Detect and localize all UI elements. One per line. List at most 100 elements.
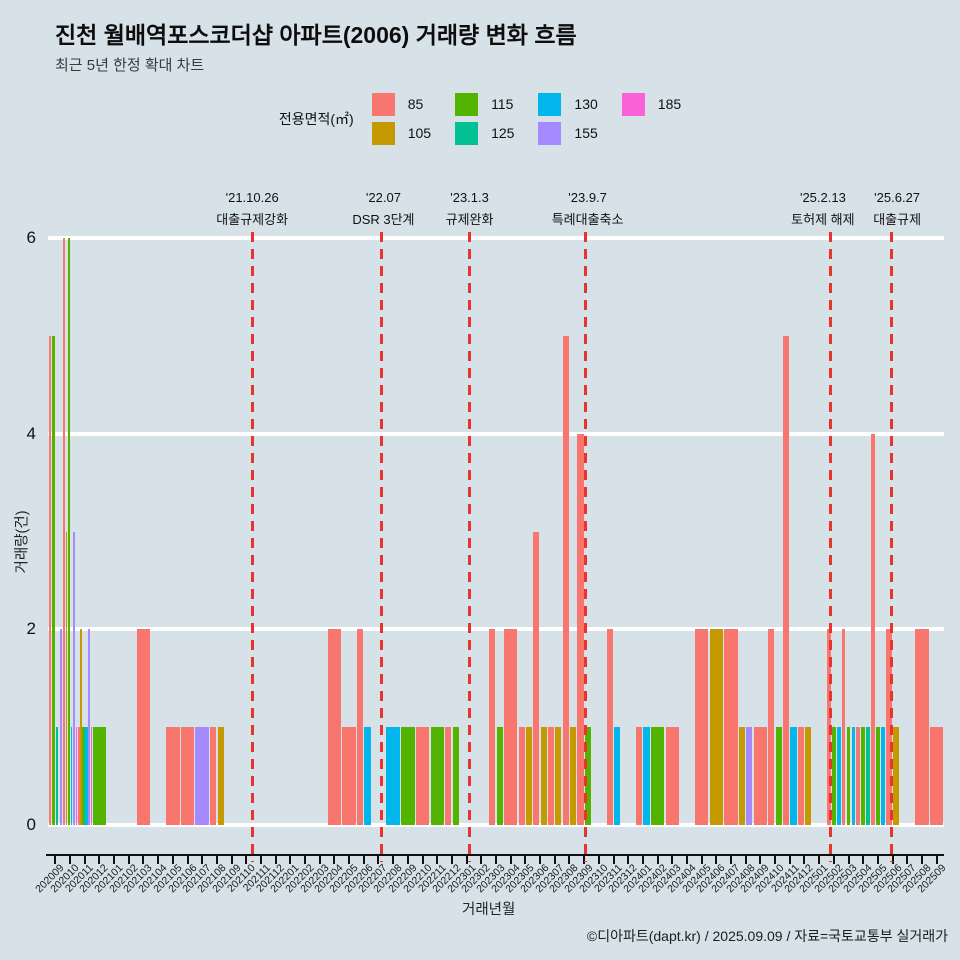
x-axis-tick: [480, 856, 483, 864]
page-subtitle: 최근 5년 한정 확대 차트: [55, 57, 205, 74]
legend-label: 115: [491, 96, 514, 112]
x-axis-title: 거래년월: [462, 902, 516, 918]
legend-column: 85 105: [371, 92, 432, 145]
bar-202505-130: [880, 727, 885, 825]
x-axis-tick: [245, 856, 248, 864]
bar-202305-105: [525, 727, 533, 825]
bar-202108-105: [217, 727, 224, 825]
bar-202306-85: [533, 531, 540, 825]
bar-202309-85: [577, 433, 584, 825]
event-name-label: 대출규제강화: [216, 212, 289, 227]
bar-202505-85: [871, 433, 875, 825]
x-axis-tick: [803, 856, 806, 864]
bar-202205-85: [342, 727, 356, 825]
x-axis-tick: [348, 856, 351, 864]
gridline-y6: [48, 236, 944, 241]
bar-202011-115: [82, 727, 84, 825]
bar-202411-85: [783, 336, 790, 825]
bar-202407-85: [724, 629, 738, 825]
bar-202307-105: [555, 727, 562, 825]
x-axis-tick: [98, 856, 101, 864]
x-axis-tick: [304, 856, 307, 864]
bar-202308-105: [570, 727, 577, 825]
bar-202405-85: [694, 629, 709, 825]
bar-202303-85: [489, 629, 496, 825]
event-line-'22.07: [379, 232, 383, 862]
bar-202204-85: [327, 629, 342, 825]
bar-202010-115: [68, 238, 70, 825]
bar-202411-130: [790, 727, 797, 825]
bar-202505-115: [876, 727, 880, 825]
x-axis-tick: [333, 856, 336, 864]
x-axis-tick: [495, 856, 497, 864]
x-axis-tick: [69, 856, 72, 864]
bar-202010-105: [65, 531, 68, 825]
legend-column: 185: [621, 92, 681, 145]
x-axis-tick: [847, 856, 850, 864]
bar-202211-115: [430, 727, 444, 825]
bar-202012-115: [92, 727, 107, 825]
x-axis-tick: [127, 856, 130, 864]
bar-202308-85: [562, 336, 569, 825]
bar-202403-85: [665, 727, 679, 825]
legend-item-155: 155: [538, 121, 598, 145]
x-axis-tick: [362, 856, 365, 864]
bar-202212-115: [452, 727, 459, 825]
x-axis-tick: [406, 856, 409, 864]
bar-202402-115: [650, 727, 665, 825]
event-line-'25.6.27: [889, 232, 893, 862]
bar-202305-85: [518, 727, 525, 825]
event-line-'23.1.3: [468, 232, 472, 862]
x-axis-tick: [274, 856, 277, 864]
x-axis-tick: [450, 856, 453, 864]
bar-202011-155: [88, 629, 91, 825]
event-date-label: '23.1.3: [450, 190, 489, 205]
x-axis-tick: [818, 856, 821, 864]
x-axis-tick: [832, 856, 835, 864]
bar-202506-85: [885, 629, 892, 825]
x-axis-tick: [54, 856, 57, 864]
x-axis-tick: [862, 856, 865, 864]
bar-202502-85: [827, 629, 831, 825]
bar-202504-125: [866, 727, 870, 825]
x-axis-tick: [700, 856, 703, 864]
x-axis-tick: [906, 856, 909, 864]
bar-202303-115: [496, 727, 503, 825]
x-axis-tick: [744, 856, 747, 864]
x-axis-tick: [465, 856, 468, 864]
x-axis-tick: [656, 856, 659, 864]
bar-202311-130: [614, 727, 621, 825]
bar-202011-105: [80, 629, 82, 825]
page-title: 진천 월배역포스코더샵 아파트(2006) 거래량 변화 흐름: [55, 22, 577, 48]
bar-202010-130: [70, 727, 73, 825]
x-axis-tick: [157, 856, 160, 864]
legend-swatch-icon: [371, 92, 395, 116]
bar-202309-115: [584, 727, 591, 825]
bar-202107-155: [195, 727, 209, 825]
bar-202410-85: [768, 629, 775, 825]
legend-label: 105: [407, 125, 432, 141]
legend-swatch-icon: [371, 121, 395, 145]
bar-202011-185: [90, 727, 93, 825]
bar-202206-85: [357, 629, 364, 825]
x-axis-tick: [759, 856, 762, 864]
x-axis-tick: [289, 856, 292, 864]
x-axis-tick: [715, 856, 718, 864]
bar-202010-185: [75, 727, 78, 825]
bar-202208-130: [386, 727, 400, 825]
event-date-label: '21.10.26: [225, 190, 279, 205]
event-name-label: 규제완화: [445, 212, 494, 227]
bar-202206-130: [364, 727, 371, 825]
x-axis-tick: [186, 856, 189, 864]
legend-swatch-icon: [455, 92, 479, 116]
event-date-label: '23.9.7: [568, 190, 607, 205]
y-axis-tick-label: 2: [26, 619, 36, 639]
legend-item-105: 105: [371, 121, 432, 145]
legend-title: 전용면적(㎡): [278, 110, 354, 127]
bar-202009-85: [48, 336, 52, 825]
bar-202307-85: [548, 727, 555, 825]
source-footer: ©디아파트(dapt.kr) / 2025.09.09 / 자료=국토교통부 실…: [586, 928, 948, 944]
bar-202502-130: [836, 727, 841, 825]
legend-swatch-icon: [538, 121, 562, 145]
